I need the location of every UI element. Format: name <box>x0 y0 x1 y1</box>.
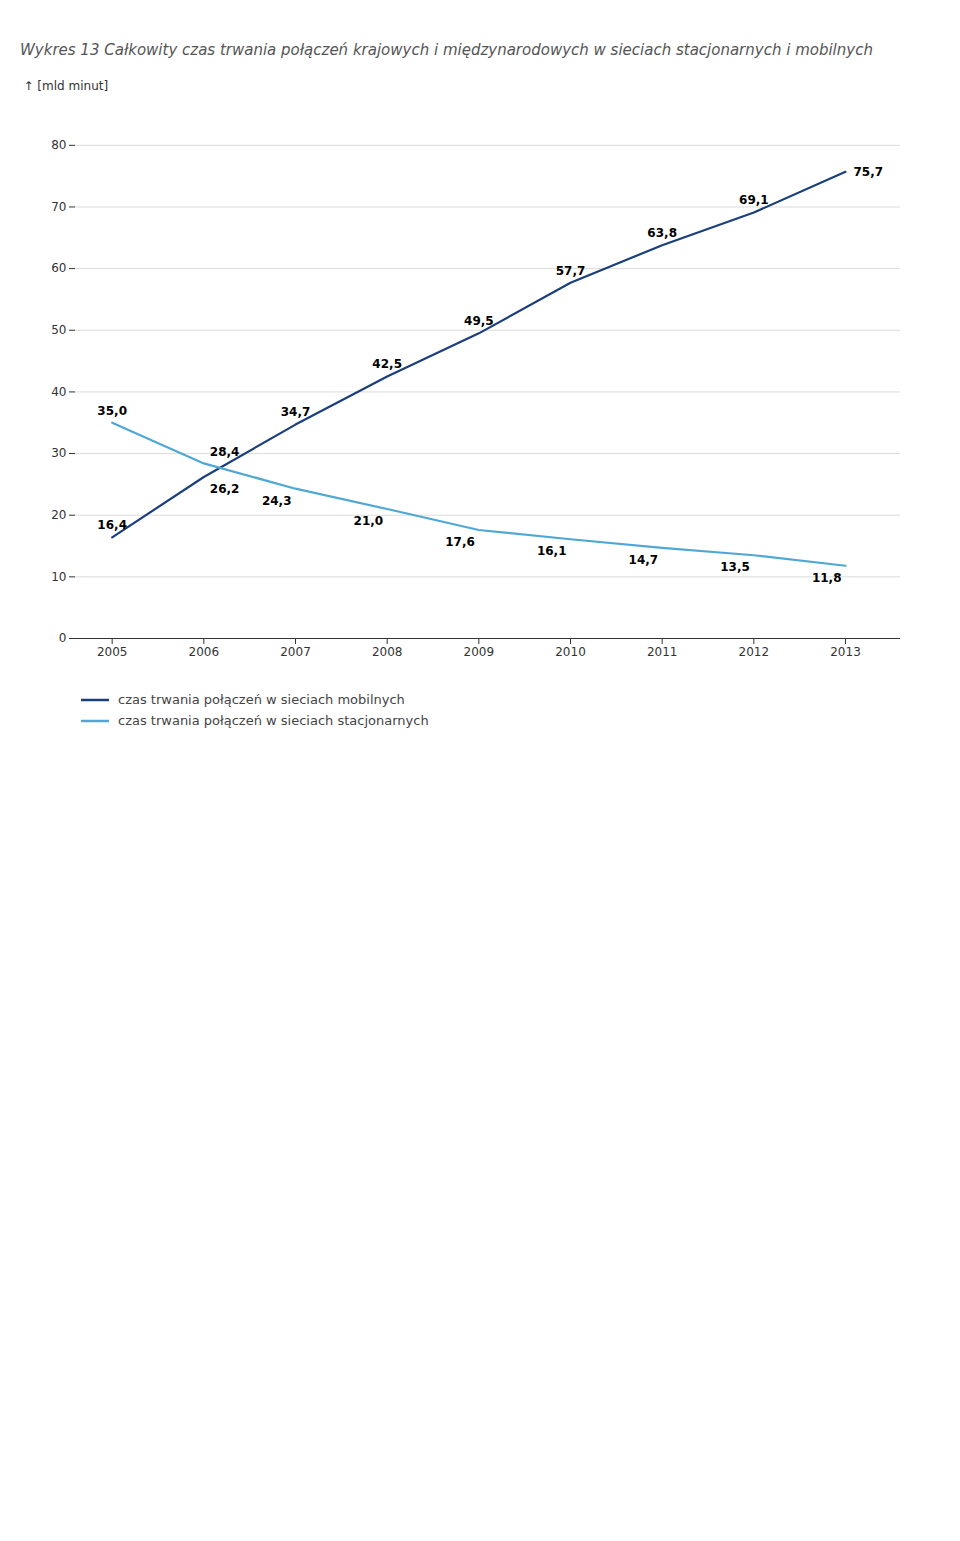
svg-text:0: 0 <box>59 632 67 646</box>
svg-text:57,7: 57,7 <box>556 264 586 278</box>
svg-text:2008: 2008 <box>372 645 403 659</box>
svg-text:2007: 2007 <box>280 645 311 659</box>
svg-text:24,3: 24,3 <box>262 494 292 508</box>
svg-text:60: 60 <box>51 262 66 276</box>
svg-text:2006: 2006 <box>189 645 220 659</box>
svg-text:80: 80 <box>51 138 66 152</box>
svg-text:13,5: 13,5 <box>720 560 750 574</box>
svg-text:30: 30 <box>51 447 66 461</box>
svg-text:↑ [mld minut]: ↑ [mld minut] <box>24 79 109 93</box>
svg-text:50: 50 <box>51 323 66 337</box>
svg-text:2010: 2010 <box>555 645 586 659</box>
svg-text:2005: 2005 <box>97 645 128 659</box>
svg-text:63,8: 63,8 <box>647 226 677 240</box>
svg-text:2013: 2013 <box>830 645 861 659</box>
svg-text:20: 20 <box>51 508 66 522</box>
svg-text:28,4: 28,4 <box>210 446 240 460</box>
svg-text:10: 10 <box>51 570 66 584</box>
svg-text:16,1: 16,1 <box>537 544 567 558</box>
svg-text:26,2: 26,2 <box>210 482 240 496</box>
svg-text:75,7: 75,7 <box>854 165 884 179</box>
svg-text:17,6: 17,6 <box>445 535 475 549</box>
html-text:Wykres 13 Całkowity czas trwan: Wykres 13 Całkowity czas trwania połącze… <box>20 41 873 59</box>
svg-text:2009: 2009 <box>464 645 495 659</box>
svg-text:70: 70 <box>51 200 66 214</box>
html-text:czas trwania połączeń w siecia: czas trwania połączeń w sieciach stacjon… <box>118 713 429 729</box>
svg-text:11,8: 11,8 <box>812 571 842 585</box>
svg-text:2011: 2011 <box>647 645 678 659</box>
svg-text:14,7: 14,7 <box>629 553 659 567</box>
svg-text:2012: 2012 <box>739 645 770 659</box>
svg-text:35,0: 35,0 <box>97 404 127 418</box>
svg-text:42,5: 42,5 <box>372 358 402 372</box>
html-text:czas trwania połączeń w siecia: czas trwania połączeń w sieciach mobilny… <box>118 692 405 708</box>
svg-text:69,1: 69,1 <box>739 194 769 208</box>
svg-text:34,7: 34,7 <box>281 406 311 420</box>
svg-text:49,5: 49,5 <box>464 314 494 328</box>
svg-text:16,4: 16,4 <box>97 518 127 532</box>
svg-text:40: 40 <box>51 385 66 399</box>
svg-text:21,0: 21,0 <box>354 514 384 528</box>
